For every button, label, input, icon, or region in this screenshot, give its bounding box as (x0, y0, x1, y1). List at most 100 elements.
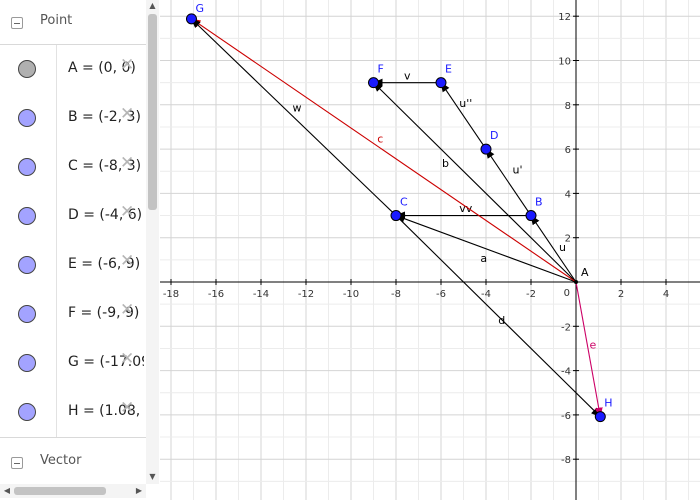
vector-a[interactable] (395, 214, 577, 283)
y-tick-label: 8 (565, 101, 571, 112)
vertical-scroll-thumb[interactable] (148, 14, 157, 210)
point-definition[interactable]: F = (-9, 9) (68, 305, 140, 321)
algebra-row[interactable]: F = (-9, 9) ✕ (0, 290, 146, 340)
visibility-toggle-icon[interactable] (18, 403, 36, 421)
visibility-toggle-icon[interactable] (18, 207, 36, 225)
x-tick-label: -16 (208, 289, 224, 300)
point-E[interactable] (435, 77, 447, 89)
delete-icon[interactable]: ✕ (120, 300, 135, 320)
vector-d[interactable] (395, 215, 602, 418)
collapse-toggle-icon[interactable] (11, 457, 23, 469)
point-definition[interactable]: A = (0, 0) (68, 60, 136, 76)
point-C[interactable] (390, 210, 402, 222)
row-divider (56, 339, 57, 388)
coordinate-plane[interactable]: -18 -16 -14 -12 -10 -8 -6 -4 -2 2 4 12 10 8 6 4 2 -2 -4 -6 -… (160, 0, 700, 500)
x-tick-label: -14 (253, 289, 269, 300)
scroll-right-icon[interactable]: ▶ (135, 486, 143, 495)
delete-icon[interactable]: ✕ (120, 251, 135, 271)
y-tick-label: -6 (561, 411, 571, 422)
point-G[interactable] (185, 13, 197, 25)
point-F[interactable] (368, 77, 379, 89)
point-D[interactable] (480, 143, 492, 155)
vector-u[interactable] (530, 214, 577, 283)
delete-icon[interactable]: ✕ (120, 349, 135, 369)
delete-icon[interactable]: ✕ (120, 55, 135, 75)
delete-icon[interactable]: ✕ (120, 398, 135, 418)
vector-label: vv (459, 202, 473, 215)
visibility-toggle-icon[interactable] (18, 60, 36, 78)
vector-label: d (498, 314, 505, 327)
vertical-scrollbar[interactable]: ▲ ▼ (146, 0, 159, 484)
scroll-left-icon[interactable]: ◀ (3, 486, 11, 495)
vector-b[interactable] (372, 81, 577, 283)
algebra-row[interactable]: E = (-6, 9) ✕ (0, 241, 146, 291)
vector-label: b (442, 157, 449, 170)
vector-group-label: Vector (40, 453, 82, 468)
y-tick-label: -8 (561, 455, 571, 466)
vector-label: w (293, 101, 302, 114)
row-divider (56, 290, 57, 339)
y-tick-label: 12 (558, 12, 571, 23)
point-label: C (400, 196, 408, 209)
point-label: E (445, 63, 452, 76)
algebra-row[interactable]: G = (-17.09, 11.88)✕ (0, 339, 146, 389)
x-tick-label: -2 (526, 289, 536, 300)
x-tick-label: 4 (663, 289, 669, 300)
point-label: B (535, 196, 543, 209)
vector-label: e (589, 338, 596, 351)
x-tick-label: 2 (618, 289, 624, 300)
visibility-toggle-icon[interactable] (18, 256, 36, 274)
row-divider (56, 192, 57, 241)
horizontal-scroll-thumb[interactable] (14, 487, 106, 495)
x-tick-label: -12 (298, 289, 314, 300)
point-definition[interactable]: G = (-17.09, 11.88) (68, 354, 144, 370)
vector-w[interactable] (190, 18, 397, 216)
scroll-down-icon[interactable]: ▼ (149, 472, 156, 481)
y-tick-label: 4 (565, 189, 571, 200)
point-group-header[interactable]: Point (0, 0, 146, 45)
y-tick-label: 10 (558, 57, 571, 68)
vector-label: u (559, 241, 566, 254)
vector-label: a (480, 252, 487, 265)
y-tick-label: 6 (565, 145, 571, 156)
y-tick-label: 2 (565, 234, 571, 245)
vector-upp[interactable] (440, 81, 487, 150)
visibility-toggle-icon[interactable] (18, 305, 36, 323)
algebra-row[interactable]: C = (-8, 3) ✕ (0, 143, 146, 193)
algebra-row[interactable]: D = (-4, 6) ✕ (0, 192, 146, 242)
algebra-row[interactable]: H = (1.08, -6.08)✕ (0, 388, 146, 438)
vector-label: u' (513, 163, 523, 176)
delete-icon[interactable]: ✕ (120, 153, 135, 173)
origin-label: 0 (564, 288, 570, 299)
point-definition[interactable]: E = (-6, 9) (68, 256, 141, 272)
algebra-row[interactable]: B = (-2, 3) ✕ (0, 94, 146, 144)
point-definition[interactable]: C = (-8, 3) (68, 158, 142, 174)
vector-group-header[interactable]: Vector (0, 440, 146, 485)
vector-label: v (404, 69, 411, 82)
point-definition[interactable]: D = (-4, 6) (68, 207, 143, 223)
point-definition[interactable]: H = (1.08, -6.08) (68, 403, 144, 419)
vector-label: u'' (459, 97, 472, 110)
point-group-label: Point (40, 13, 73, 28)
vector-up[interactable] (485, 148, 532, 216)
visibility-toggle-icon[interactable] (18, 109, 36, 127)
point-label: H (604, 397, 612, 410)
x-tick-label: -18 (163, 289, 179, 300)
delete-icon[interactable]: ✕ (120, 104, 135, 124)
visibility-toggle-icon[interactable] (18, 354, 36, 372)
algebra-row[interactable]: A = (0, 0) ✕ (0, 45, 146, 95)
graphics-view[interactable]: -18 -16 -14 -12 -10 -8 -6 -4 -2 2 4 12 10 8 6 4 2 -2 -4 -6 -… (160, 0, 700, 500)
horizontal-scrollbar[interactable]: ◀ ▶ (0, 484, 146, 498)
vector-c[interactable] (190, 18, 577, 283)
vector-e[interactable] (575, 281, 603, 418)
collapse-toggle-icon[interactable] (11, 17, 23, 29)
delete-icon[interactable]: ✕ (120, 202, 135, 222)
point-A[interactable] (574, 280, 578, 284)
visibility-toggle-icon[interactable] (18, 158, 36, 176)
point-B[interactable] (525, 210, 537, 222)
point-H[interactable] (594, 411, 606, 423)
point-label: D (490, 129, 498, 142)
scroll-up-icon[interactable]: ▲ (149, 1, 156, 10)
point-definition[interactable]: B = (-2, 3) (68, 109, 141, 125)
point-label: A (581, 266, 589, 279)
